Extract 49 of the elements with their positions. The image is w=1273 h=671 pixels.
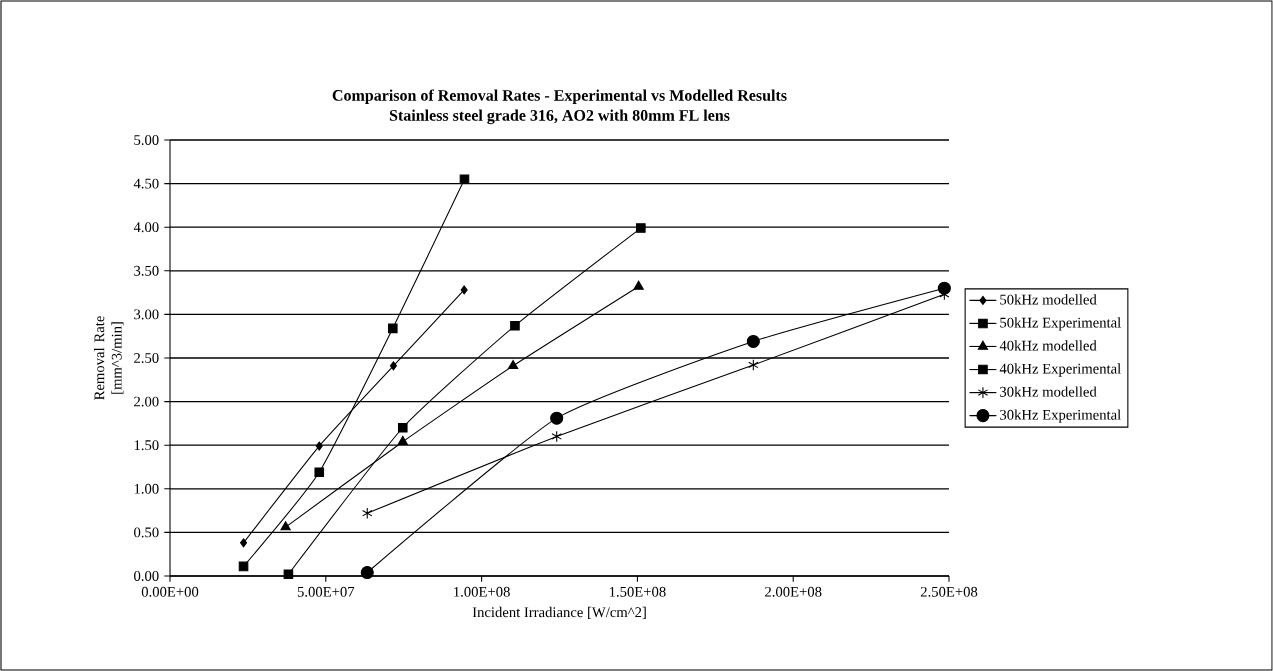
point: [507, 359, 519, 370]
point: [397, 422, 408, 433]
point: [280, 521, 291, 531]
y-tick-label: 4.00: [133, 222, 159, 233]
y-tick-label: 0.50: [134, 527, 159, 538]
y-tick-label: 2.50: [134, 353, 159, 363]
chart-title: Comparison of Removal Rates - Experimental vs Modelled Results: [332, 89, 787, 105]
x-tick-label: 2.00E+08: [765, 586, 822, 597]
point: [238, 561, 249, 572]
point: [362, 507, 373, 520]
point: [283, 569, 294, 580]
x-tick-label: 1.00E+08: [454, 586, 510, 597]
point: [746, 334, 760, 348]
y-tick-label: 3.50: [134, 265, 159, 276]
point: [360, 565, 374, 580]
y-tick-label: 1.50: [134, 440, 159, 451]
point: [240, 538, 248, 548]
legend-label: 40kHz Experimental: [999, 363, 1121, 377]
y-tick-label: 5.00: [134, 135, 159, 145]
legend-label: 30kHz Experimental: [1000, 409, 1121, 423]
y-axis-title: Removal Rate [mm^3/min]: [93, 316, 124, 400]
chart-subtitle: Stainless steel grade 316, AO2 with 80mm FL lens: [389, 109, 730, 125]
point: [510, 320, 520, 331]
x-tick-label: 5.00E+07: [297, 586, 355, 597]
point: [748, 359, 759, 371]
y-tick-label: 3.00: [134, 309, 159, 320]
point: [460, 285, 468, 295]
x-tick-label: 2.50E+08: [920, 586, 978, 597]
point: [636, 223, 646, 233]
legend-label: 30kHz modelled: [1000, 386, 1097, 397]
point: [397, 435, 408, 445]
x-axis-title: Incident Irradiance [W/cm^2]: [472, 606, 646, 619]
x-tick-label: 0.00E+00: [141, 586, 199, 597]
point: [315, 441, 323, 451]
x-tick-label: 1.50E+08: [609, 586, 666, 597]
legend-label: 40kHz modelled: [999, 340, 1097, 351]
point: [387, 323, 398, 334]
point: [550, 411, 564, 425]
point: [551, 430, 562, 443]
point: [633, 280, 644, 290]
legend-label: 50kHz Experimental: [1000, 317, 1121, 331]
point: [937, 281, 951, 295]
point: [389, 361, 397, 371]
y-tick-label: 0.00: [134, 571, 159, 581]
y-tick-label: 2.00: [134, 396, 159, 407]
y-tick-label: 1.00: [134, 483, 159, 494]
legend-label: 50kHz modelled: [1000, 294, 1097, 305]
point: [314, 467, 325, 478]
y-tick-label: 4.50: [133, 178, 159, 189]
